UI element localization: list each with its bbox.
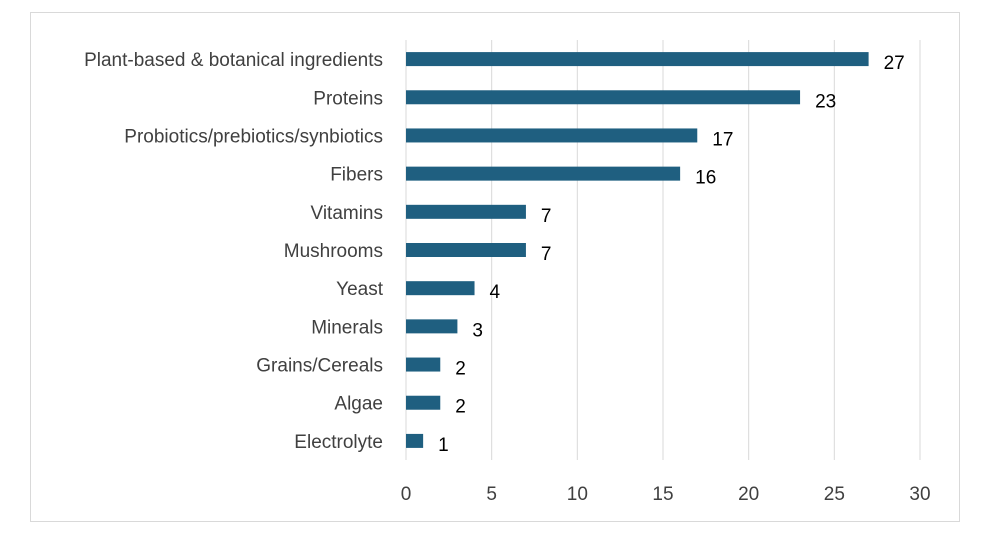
- bar: [406, 243, 526, 257]
- data-label: 2: [455, 397, 466, 418]
- category-label: Proteins: [313, 88, 383, 109]
- x-tick-label: 15: [652, 484, 673, 505]
- data-label: 3: [472, 320, 483, 341]
- category-label: Electrolyte: [294, 432, 383, 453]
- category-label: Fibers: [330, 165, 383, 186]
- category-label: Minerals: [311, 317, 383, 338]
- bar: [406, 433, 424, 448]
- bar: [406, 90, 801, 105]
- data-label: 7: [541, 206, 552, 227]
- data-label: 4: [490, 282, 501, 303]
- bar: [406, 166, 681, 181]
- category-label: Vitamins: [310, 203, 383, 224]
- x-tick-label: 25: [824, 484, 845, 505]
- data-label: 16: [695, 168, 716, 189]
- data-label: 23: [815, 91, 836, 112]
- bar: [406, 357, 441, 372]
- x-tick-label: 10: [567, 484, 588, 505]
- category-label: Grains/Cereals: [256, 356, 383, 377]
- data-label: 7: [541, 244, 552, 265]
- bar: [406, 281, 475, 296]
- x-tick-label: 20: [738, 484, 759, 505]
- category-label: Probiotics/prebiotics/synbiotics: [124, 126, 383, 147]
- data-label: 2: [455, 359, 466, 380]
- x-tick-label: 0: [401, 484, 412, 505]
- bar: [406, 128, 698, 143]
- bar: [406, 52, 869, 67]
- bar: [406, 204, 526, 219]
- x-tick-label: 30: [909, 484, 930, 505]
- category-label: Yeast: [336, 279, 384, 300]
- category-label: Mushrooms: [284, 241, 383, 262]
- data-label: 1: [438, 435, 449, 456]
- bar: [406, 395, 441, 410]
- category-label: Algae: [334, 394, 383, 415]
- bar: [406, 319, 458, 334]
- x-tick-label: 5: [486, 484, 497, 505]
- data-label: 17: [712, 129, 733, 150]
- category-label: Plant-based & botanical ingredients: [84, 50, 383, 71]
- data-label: 27: [884, 53, 905, 74]
